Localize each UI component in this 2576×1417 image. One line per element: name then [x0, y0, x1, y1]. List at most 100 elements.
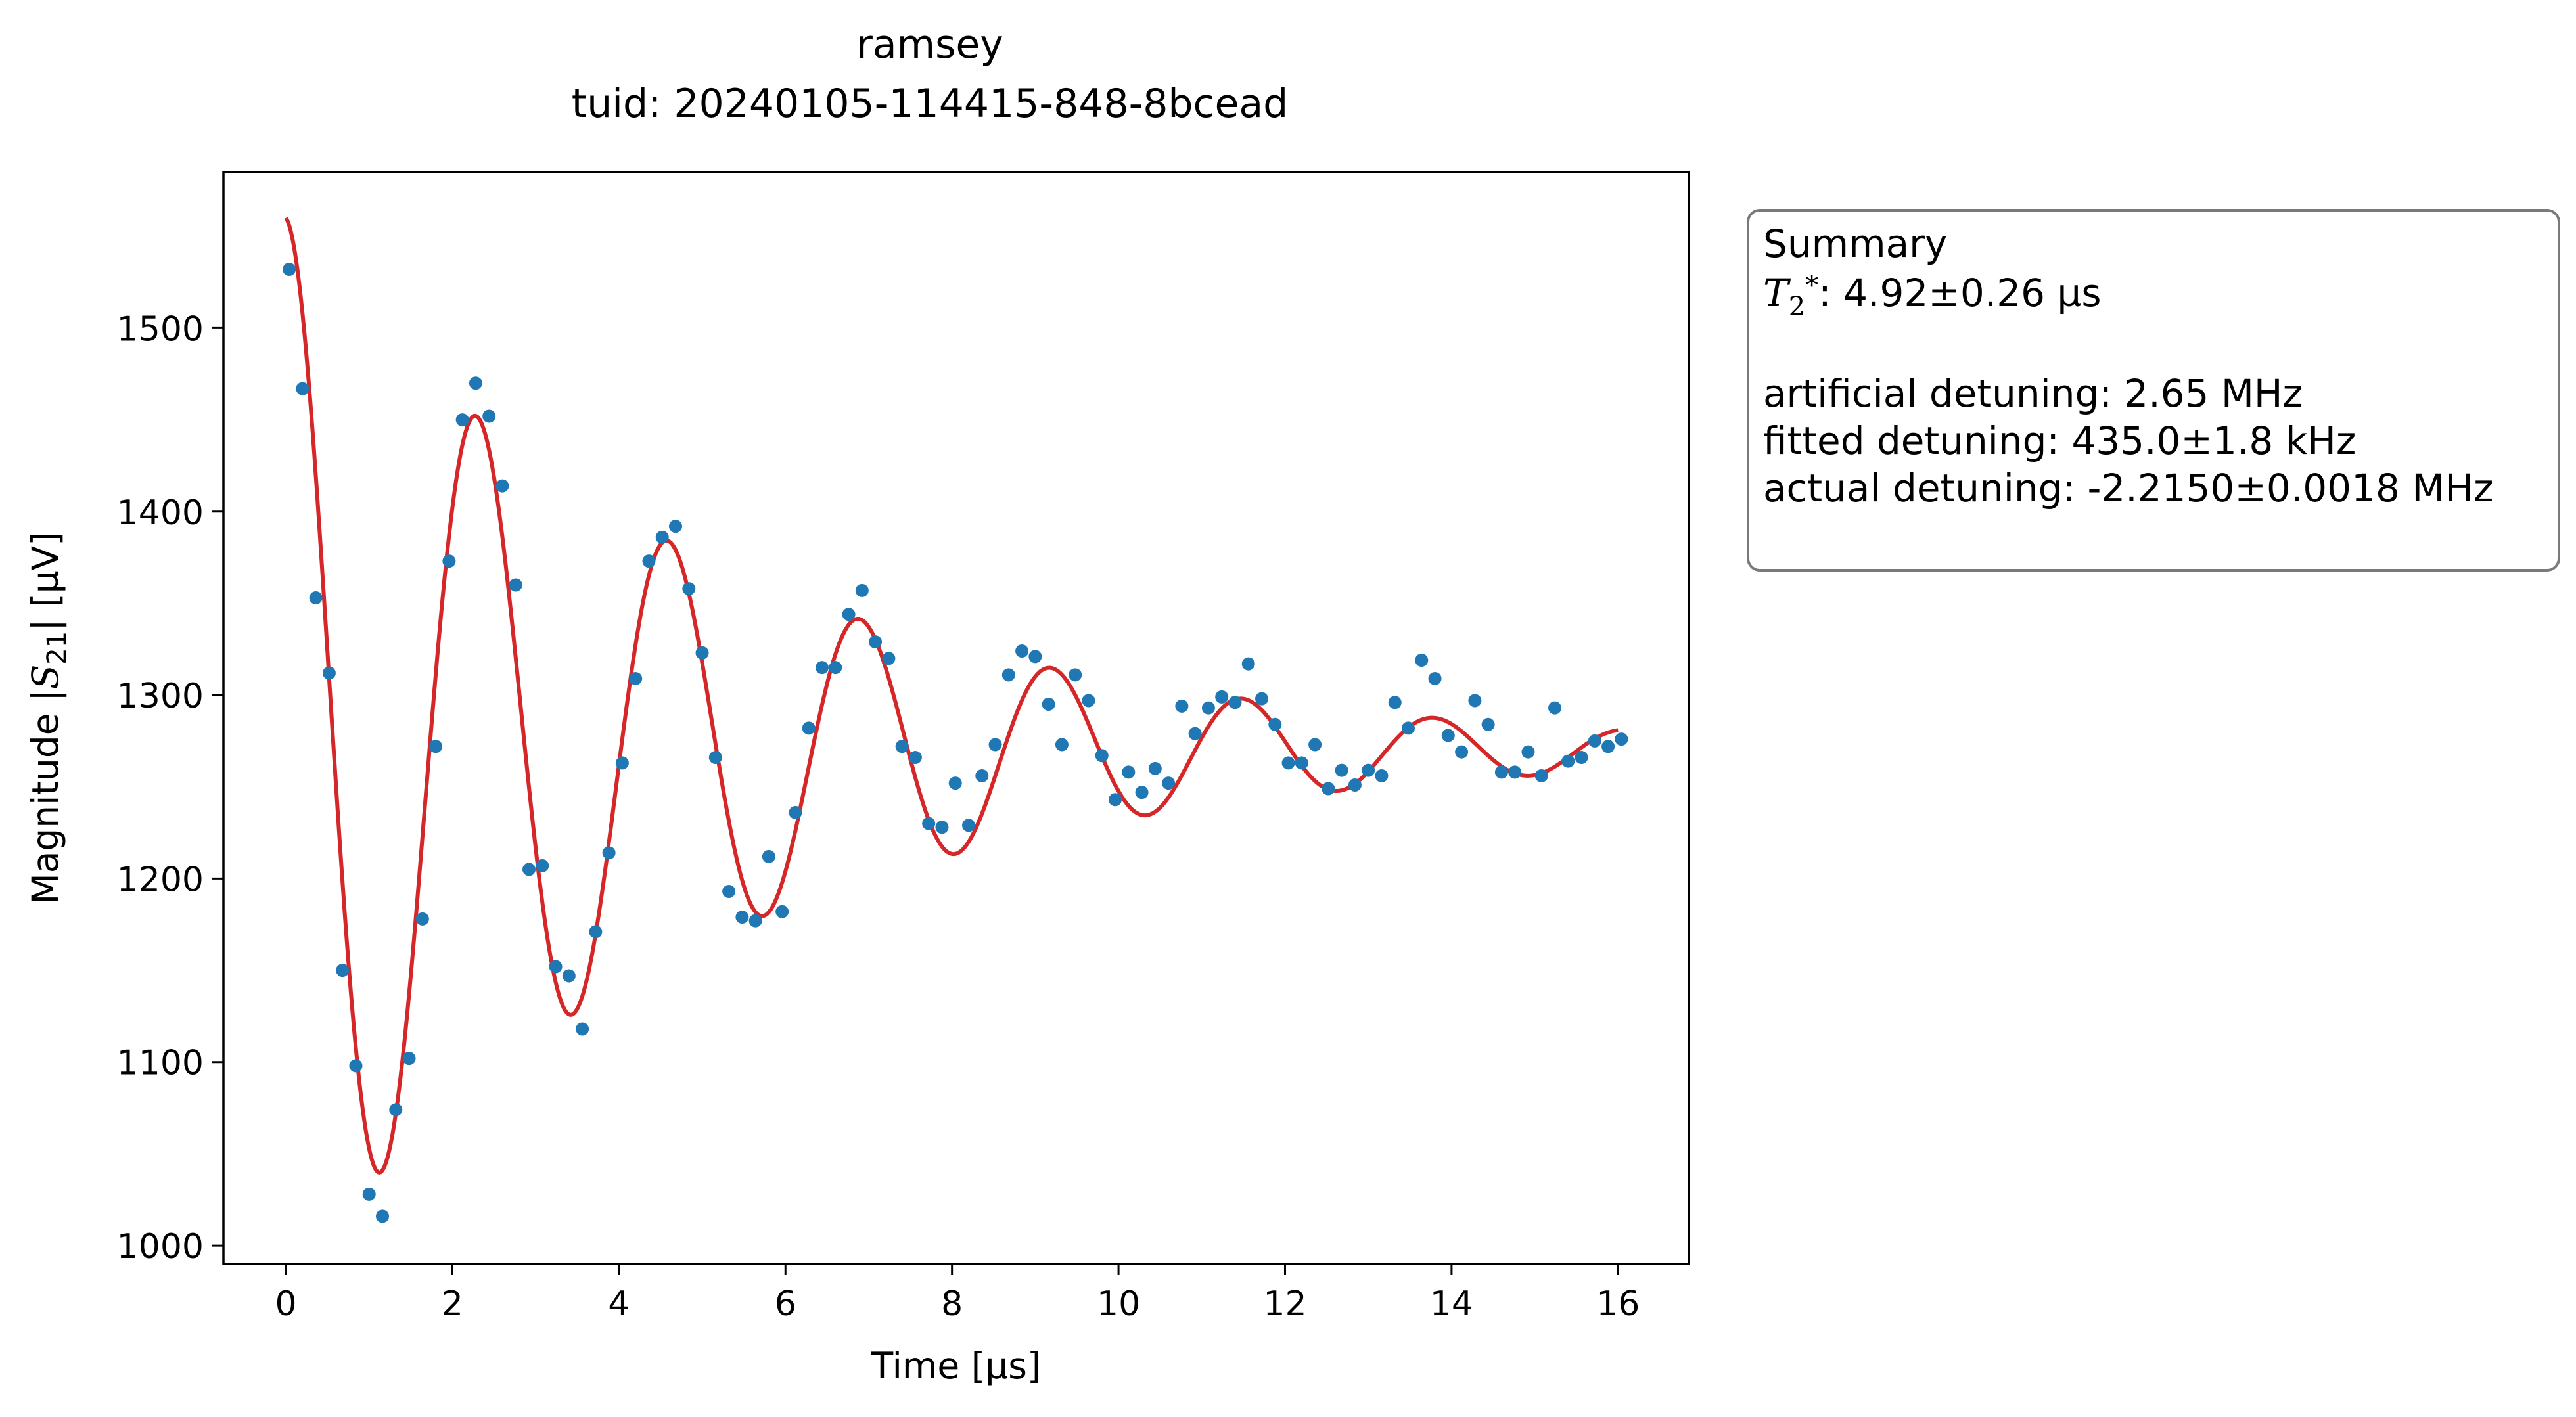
data-point: [1348, 778, 1362, 792]
data-point: [1362, 763, 1375, 777]
data-point: [296, 382, 310, 395]
data-point: [1415, 654, 1429, 667]
data-point: [855, 583, 869, 597]
data-point: [789, 805, 802, 819]
data-point: [869, 635, 883, 649]
t2-superscript: *: [1805, 271, 1819, 301]
data-point: [642, 554, 656, 568]
data-point: [322, 666, 336, 680]
y-axis-label-prefix: Magnitude |: [24, 689, 67, 904]
summary-artificial-detuning: artificial detuning: 2.65 MHz: [1763, 371, 2303, 416]
data-point: [1441, 729, 1455, 742]
data-point: [1001, 668, 1015, 682]
data-point: [1375, 769, 1389, 782]
data-point: [1082, 694, 1095, 708]
data-point: [988, 738, 1002, 752]
data-point: [1295, 756, 1308, 770]
chart-subtitle: tuid: 20240105-114415-848-8bcead: [572, 81, 1289, 127]
data-point: [1215, 690, 1229, 704]
y-tick-label: 1400: [117, 493, 204, 533]
data-point: [1615, 732, 1628, 746]
chart-title: ramsey: [856, 22, 1003, 68]
x-tick-label: 6: [775, 1284, 796, 1324]
data-point: [336, 964, 350, 978]
data-point: [429, 740, 443, 753]
data-point: [1322, 782, 1335, 796]
x-tick-label: 12: [1263, 1284, 1306, 1324]
y-tick-label: 1100: [117, 1044, 204, 1083]
data-points-layer: [283, 263, 1628, 1223]
fit-layer: [284, 217, 1619, 1175]
data-point: [376, 1209, 390, 1223]
t2-value: : 4.92±0.26 µs: [1818, 271, 2102, 315]
data-point: [1534, 769, 1548, 782]
data-point: [469, 376, 482, 390]
summary-t2: T2*: 4.92±0.26 µs: [1763, 273, 2102, 320]
data-point: [615, 756, 629, 770]
data-point: [562, 969, 576, 983]
summary-fitted-detuning: fitted detuning: 435.0±1.8 kHz: [1763, 418, 2357, 463]
data-point: [283, 263, 296, 277]
data-point: [802, 721, 816, 735]
data-point: [1188, 727, 1202, 740]
data-point: [442, 554, 456, 568]
data-point: [695, 646, 709, 660]
t2-symbol: T2*: [1763, 271, 1819, 320]
data-point: [1028, 650, 1042, 664]
data-point: [1015, 644, 1029, 658]
data-point: [1228, 696, 1242, 709]
data-point: [522, 863, 536, 876]
data-point: [389, 1103, 403, 1117]
y-tick-label: 1500: [117, 309, 204, 349]
data-point: [722, 884, 736, 898]
data-point: [1308, 738, 1322, 752]
data-point: [1175, 699, 1189, 713]
data-point: [1481, 717, 1495, 731]
data-point: [402, 1052, 416, 1066]
data-point: [629, 671, 643, 685]
data-point: [1388, 696, 1402, 709]
data-point: [1162, 776, 1176, 790]
summary-actual-detuning: actual detuning: -2.2150±0.0018 MHz: [1763, 466, 2494, 510]
data-point: [1548, 701, 1562, 715]
data-point: [1268, 717, 1282, 731]
data-point: [1428, 671, 1442, 685]
x-tick-label: 4: [608, 1284, 630, 1324]
data-point: [1122, 765, 1136, 779]
data-point: [1042, 698, 1055, 711]
data-point: [908, 751, 922, 765]
y-tick-label: 1000: [117, 1227, 204, 1267]
data-point: [1095, 749, 1109, 763]
data-point: [362, 1187, 376, 1201]
data-point: [762, 849, 775, 863]
data-point: [655, 530, 669, 544]
data-point: [349, 1059, 363, 1073]
data-point: [1468, 694, 1482, 708]
data-point: [1588, 734, 1601, 748]
data-point: [1402, 721, 1415, 735]
x-tick-label: 10: [1097, 1284, 1140, 1324]
data-point: [1561, 754, 1575, 768]
data-point: [1281, 756, 1295, 770]
data-point: [842, 608, 856, 621]
summary-box: [1747, 209, 2560, 572]
x-tick-label: 14: [1430, 1284, 1473, 1324]
y-tick-label: 1300: [117, 677, 204, 716]
y-axis-label-subscript: 21: [42, 631, 72, 665]
data-point: [935, 821, 949, 834]
plot-frame: [222, 171, 1690, 1265]
data-point: [975, 769, 989, 782]
y-axis-label-suffix: | [µV]: [24, 531, 67, 631]
y-axis-label-symbol: S: [24, 665, 66, 690]
data-point: [589, 925, 603, 939]
data-point: [509, 578, 522, 592]
data-point: [482, 409, 496, 423]
data-point: [922, 817, 936, 830]
data-point: [415, 912, 429, 926]
x-axis-label: Time [µs]: [871, 1345, 1042, 1387]
data-point: [669, 520, 683, 533]
x-tick-label: 8: [941, 1284, 963, 1324]
data-point: [962, 819, 976, 832]
data-point: [708, 751, 722, 765]
data-point: [1135, 786, 1149, 799]
